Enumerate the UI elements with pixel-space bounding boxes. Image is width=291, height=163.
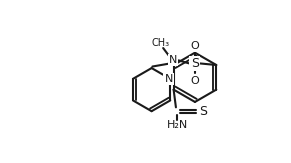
Text: S: S [199, 105, 207, 118]
Text: O: O [190, 76, 199, 86]
Text: CH₃: CH₃ [151, 38, 169, 48]
Text: N: N [164, 74, 173, 84]
Text: N: N [169, 55, 177, 65]
Text: S: S [191, 57, 199, 70]
Text: H₂N: H₂N [167, 120, 188, 130]
Text: O: O [190, 41, 199, 51]
